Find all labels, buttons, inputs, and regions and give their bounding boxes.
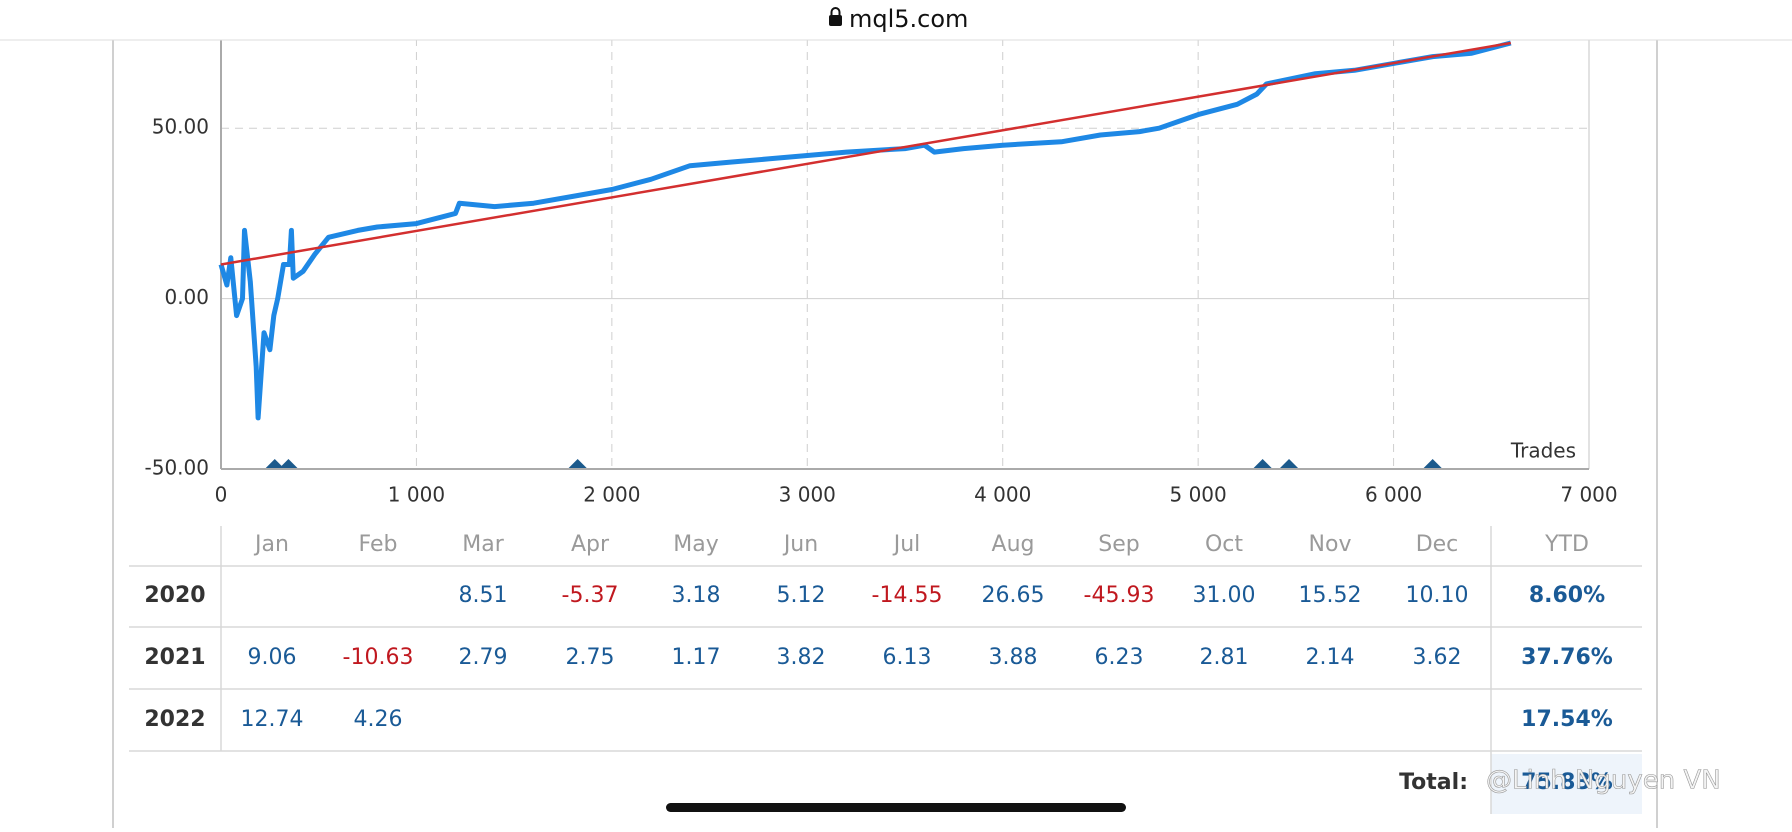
x-tick-label: 5 000 (1170, 483, 1227, 507)
y-tick-label: 0.00 (164, 285, 209, 309)
month-return: 6.23 (1095, 645, 1144, 670)
month-header: Mar (462, 532, 504, 557)
x-tick-label: 1 000 (388, 483, 445, 507)
event-marker (279, 459, 298, 468)
month-header: Oct (1205, 532, 1243, 557)
month-header: May (673, 532, 718, 557)
lock-icon (829, 7, 842, 26)
month-header: Jul (892, 532, 921, 557)
trend-line (220, 41, 1512, 266)
total-value: 75.83% (1521, 770, 1613, 795)
x-tick-label: 4 000 (974, 483, 1031, 507)
month-return: 3.62 (1413, 645, 1462, 670)
month-header: Apr (571, 532, 610, 557)
equity-line (218, 40, 1512, 421)
month-header: Nov (1309, 532, 1352, 557)
month-return: 8.51 (459, 583, 508, 608)
event-marker (1280, 459, 1299, 468)
month-return: 4.26 (354, 707, 403, 732)
month-header: Jun (782, 532, 818, 557)
month-return: 2.79 (459, 645, 508, 670)
month-header: Dec (1416, 532, 1459, 557)
x-tick-label: 6 000 (1365, 483, 1422, 507)
month-header: Jan (253, 532, 289, 557)
month-return: -45.93 (1084, 583, 1155, 608)
event-marker (1253, 459, 1272, 468)
month-return: 1.17 (672, 645, 721, 670)
ytd-return: 8.60% (1529, 583, 1605, 608)
total-cell (1491, 754, 1642, 814)
month-header: Feb (359, 532, 398, 557)
month-return: 3.82 (777, 645, 826, 670)
month-return: 31.00 (1193, 583, 1256, 608)
address-bar[interactable] (0, 0, 1792, 40)
event-marker (568, 459, 587, 468)
month-header: Sep (1098, 532, 1139, 557)
ytd-return: 17.54% (1521, 707, 1613, 732)
ytd-header: YTD (1544, 532, 1589, 557)
month-return: 5.12 (777, 583, 826, 608)
y-tick-label: 50.00 (152, 115, 209, 139)
x-tick-label: 2 000 (583, 483, 640, 507)
event-marker (1423, 459, 1442, 468)
month-return: -5.37 (562, 583, 619, 608)
month-return: 2.14 (1306, 645, 1355, 670)
year-label: 2021 (144, 645, 205, 670)
x-tick-label: 3 000 (779, 483, 836, 507)
month-return: 12.74 (241, 707, 304, 732)
month-return: 6.13 (883, 645, 932, 670)
month-return: 15.52 (1299, 583, 1362, 608)
month-return: 9.06 (248, 645, 297, 670)
x-tick-label: 7 000 (1560, 483, 1617, 507)
month-return: 2.81 (1200, 645, 1249, 670)
x-tick-label: 0 (215, 483, 228, 507)
month-return: -14.55 (872, 583, 943, 608)
event-marker (265, 459, 284, 468)
chart: 0 1 000 2 000 3 000 4 000 5 000 6 000 7 000 -50.… (145, 38, 1618, 507)
month-return: 10.10 (1406, 583, 1469, 608)
month-return: 3.88 (989, 645, 1038, 670)
watermark: @Linh Nguyen VN (1486, 766, 1721, 796)
month-return: 26.65 (982, 583, 1045, 608)
ytd-return: 37.76% (1521, 645, 1613, 670)
total-label: Total: (1399, 770, 1468, 795)
month-header: Aug (992, 532, 1035, 557)
x-axis-label: Trades (1510, 439, 1576, 463)
y-tick-label: -50.00 (145, 456, 209, 480)
year-label: 2020 (144, 583, 205, 608)
year-label: 2022 (144, 707, 205, 732)
url[interactable]: mql5.com (849, 5, 968, 33)
month-return: 3.18 (672, 583, 721, 608)
home-indicator[interactable] (666, 803, 1126, 812)
month-return: 2.75 (566, 645, 615, 670)
returns-table: Jan Feb Mar Apr May Jun Jul Aug Sep Oct Nov Dec YTD 2… (129, 526, 1642, 814)
month-return: -10.63 (343, 645, 414, 670)
